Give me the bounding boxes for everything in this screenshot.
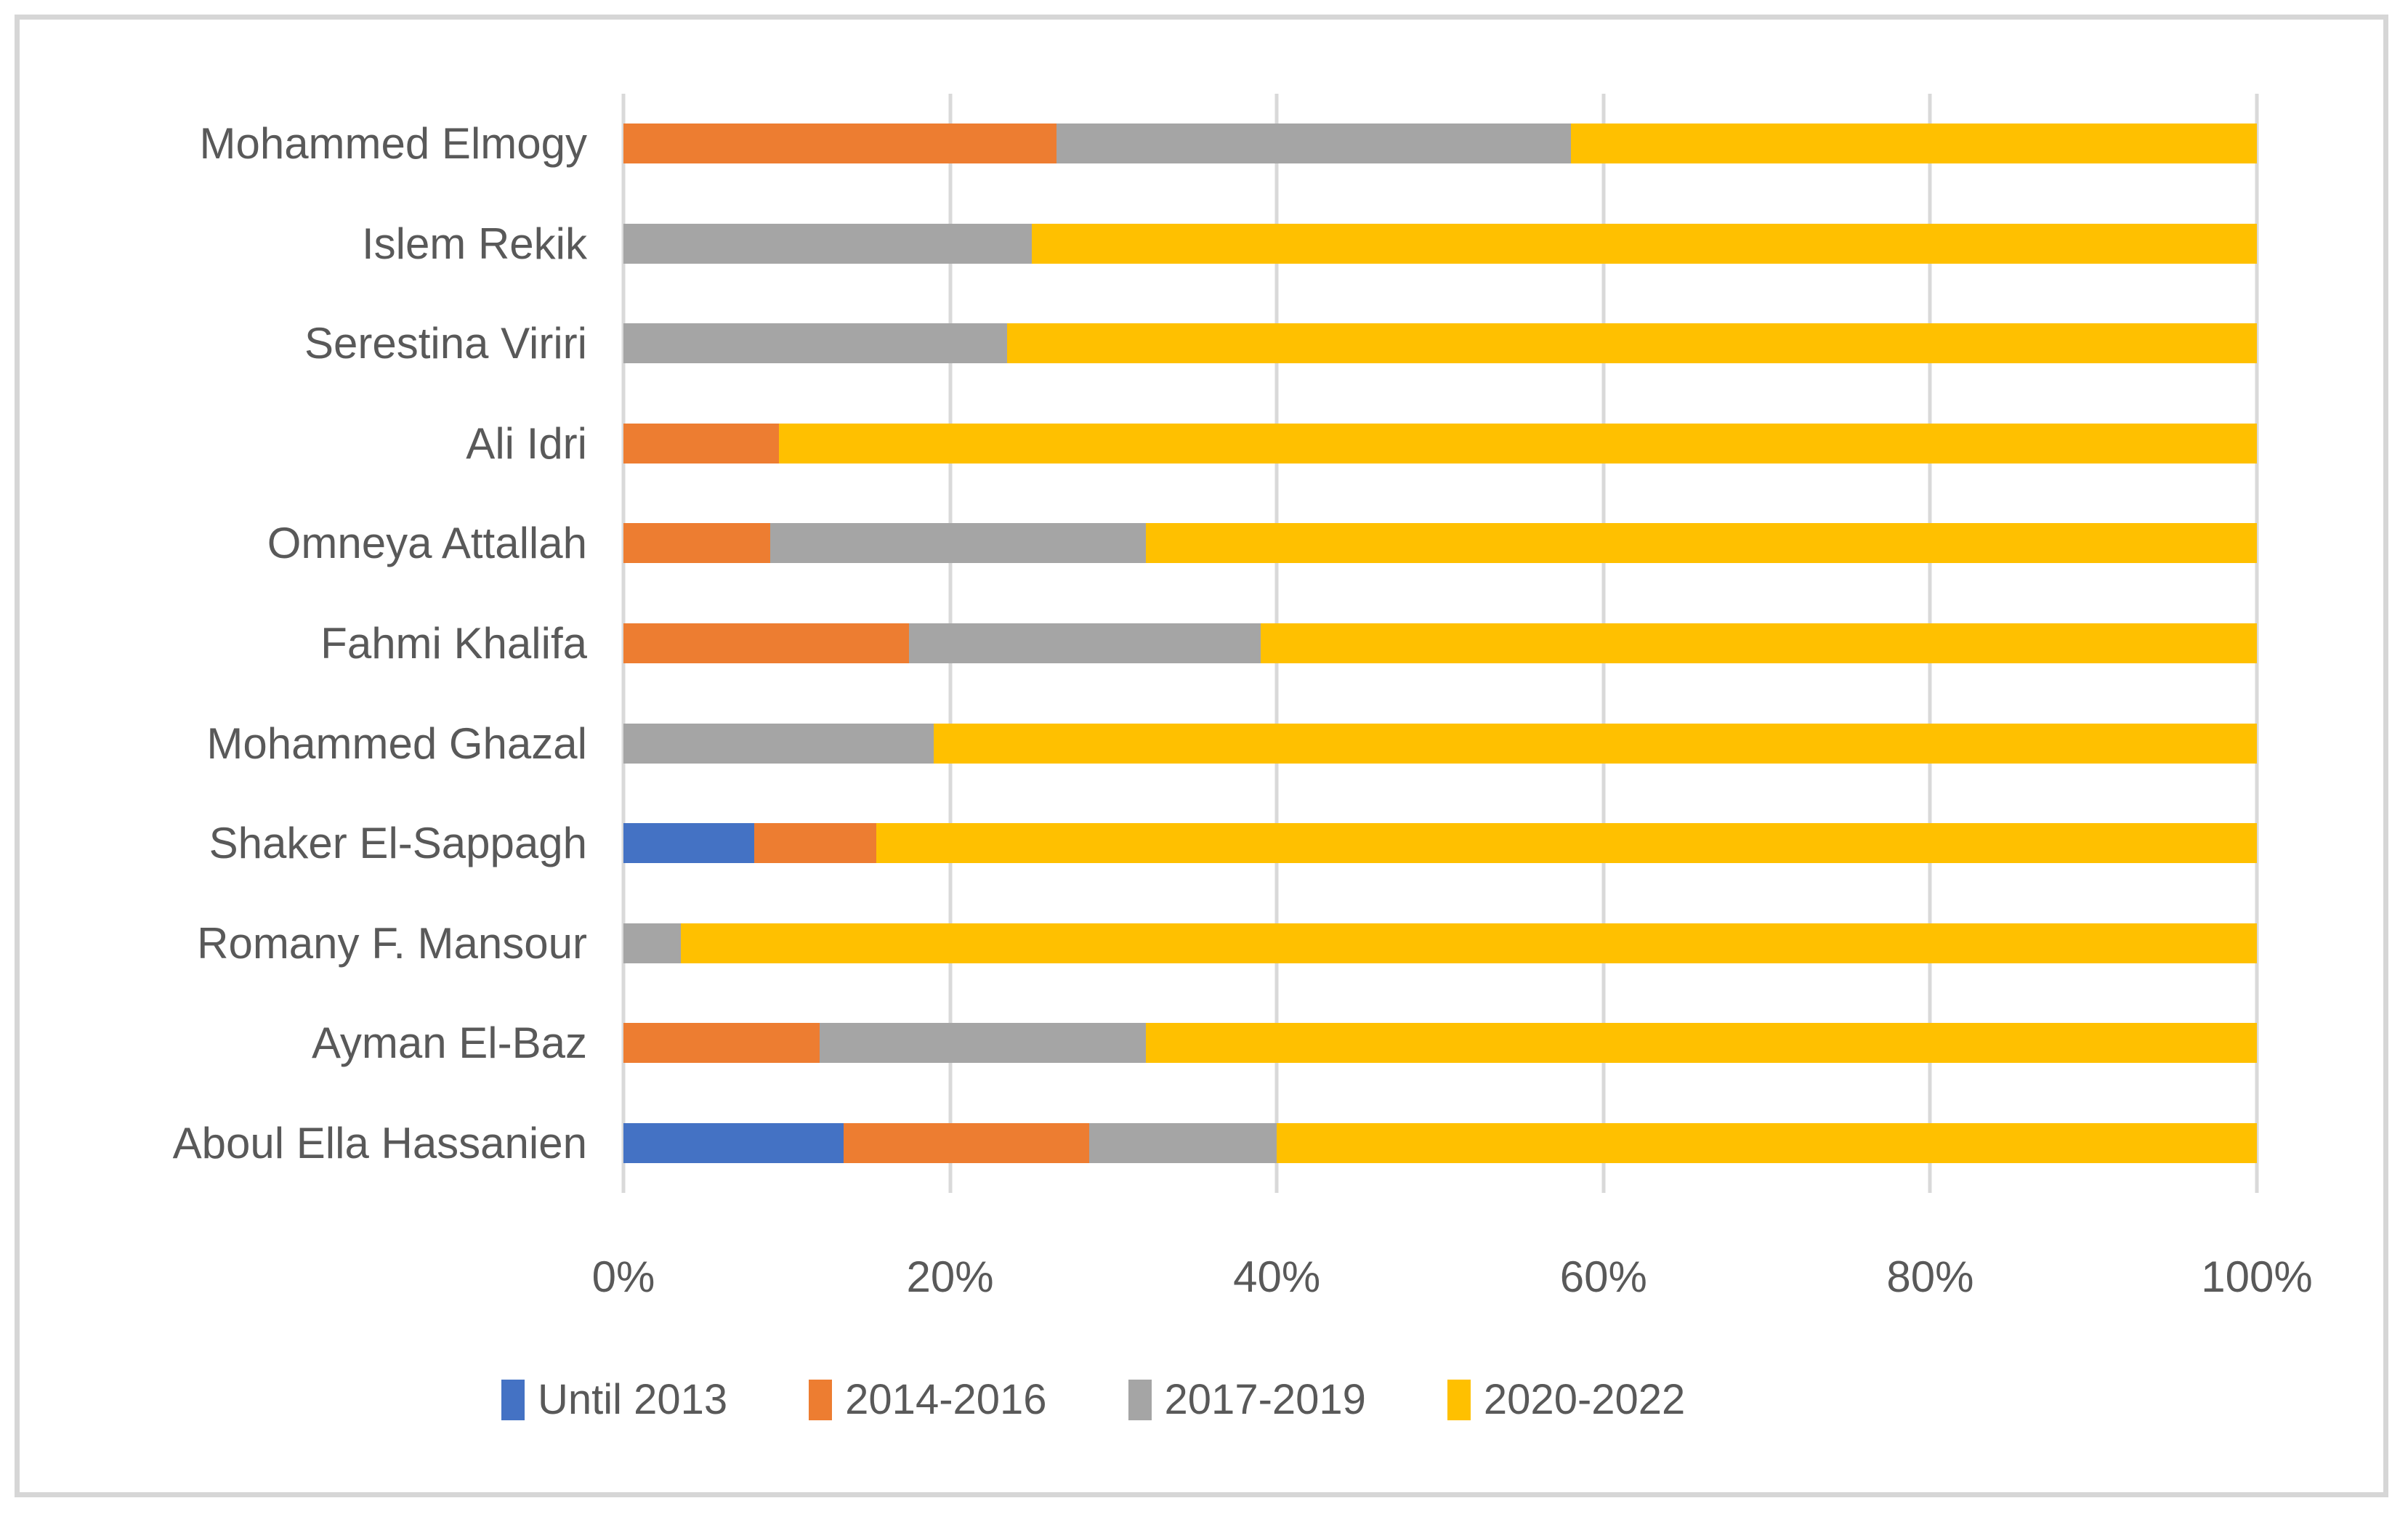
bar-segment [1260, 623, 2257, 663]
legend-item: Until 2013 [501, 1375, 727, 1424]
y-axis-category-labels: Mohammed Elmogy Islem Rekik Serestina Viri… [0, 94, 587, 1193]
bar-segment [623, 723, 934, 764]
legend-item: 2020-2022 [1447, 1375, 1685, 1424]
x-tick-label: 60% [1559, 1252, 1647, 1301]
x-tick-label: 0% [591, 1252, 655, 1301]
category-label: Omneya Attallah [267, 519, 587, 568]
bar-segment [623, 323, 1008, 364]
category-label: Romany F. Mansour [197, 918, 587, 968]
bar-segment [1146, 1023, 2257, 1064]
bar-segment [876, 823, 2257, 864]
bar-segment [1277, 1122, 2257, 1163]
legend-marker [1447, 1379, 1471, 1420]
legend-label: Until 2013 [538, 1376, 728, 1423]
category-label: Ayman El-Baz [311, 1019, 587, 1068]
category-label: Mohammed Elmogy [199, 119, 587, 169]
bar-segment [623, 223, 1032, 264]
bar-row [623, 323, 2257, 364]
bar-segment [623, 823, 754, 864]
bar-row [623, 923, 2257, 963]
bar-segment [1570, 124, 2257, 164]
bar-segment [1088, 1122, 1277, 1163]
bar-segment [909, 623, 1261, 663]
bar-segment [1056, 124, 1571, 164]
category-label: Mohammed Ghazal [206, 719, 587, 768]
bar-segment [1007, 323, 2257, 364]
legend-marker [809, 1379, 833, 1420]
bar-row [623, 124, 2257, 164]
bar-segment [1032, 223, 2257, 264]
category-label: Aboul Ella Hassanien [172, 1118, 587, 1167]
bar-row [623, 223, 2257, 264]
bar-segment [819, 1023, 1147, 1064]
legend-marker [1128, 1379, 1152, 1420]
bar-segment [753, 823, 877, 864]
legend-label: 2014-2016 [845, 1376, 1047, 1423]
x-tick-label: 100% [2201, 1252, 2313, 1301]
legend-label: 2020-2022 [1483, 1376, 1686, 1423]
bar-segment [623, 623, 910, 663]
bar-segment [623, 1023, 820, 1064]
bar-row [623, 723, 2257, 764]
legend: Until 2013 2014-2016 2017-2019 2020-2022 [501, 1375, 1685, 1424]
legend-item: 2017-2019 [1128, 1375, 1366, 1424]
legend-label: 2017-2019 [1164, 1376, 1366, 1423]
gridline-100pct [2255, 94, 2259, 1193]
bar-segment [680, 923, 2257, 963]
bar-segment [770, 523, 1147, 564]
bar-segment [623, 423, 779, 464]
bar-row [623, 1023, 2257, 1064]
bar-segment [778, 423, 2257, 464]
category-label: Islem Rekik [361, 219, 587, 268]
bar-row [623, 423, 2257, 464]
bar-segment [623, 523, 771, 564]
legend-item: 2014-2016 [809, 1375, 1047, 1424]
category-label: Ali Idri [466, 418, 587, 468]
bar-row [623, 523, 2257, 564]
category-label: Shaker El-Sappagh [209, 819, 587, 868]
chart-border [15, 15, 2388, 1497]
x-tick-label: 40% [1233, 1252, 1321, 1301]
bar-row [623, 1122, 2257, 1163]
bar-segment [623, 1122, 844, 1163]
category-label: Fahmi Khalifa [320, 618, 587, 668]
bar-segment [623, 923, 681, 963]
x-tick-label: 80% [1886, 1252, 1974, 1301]
bar-row [623, 823, 2257, 864]
bar-segment [844, 1122, 1089, 1163]
bar-row [623, 623, 2257, 663]
legend-marker [501, 1379, 525, 1420]
category-label: Serestina Viriri [304, 319, 587, 368]
bar-segment [934, 723, 2257, 764]
bar-segment [623, 124, 1056, 164]
plot-area [621, 94, 2259, 1193]
bar-segment [1146, 523, 2257, 564]
x-tick-label: 20% [906, 1252, 994, 1301]
